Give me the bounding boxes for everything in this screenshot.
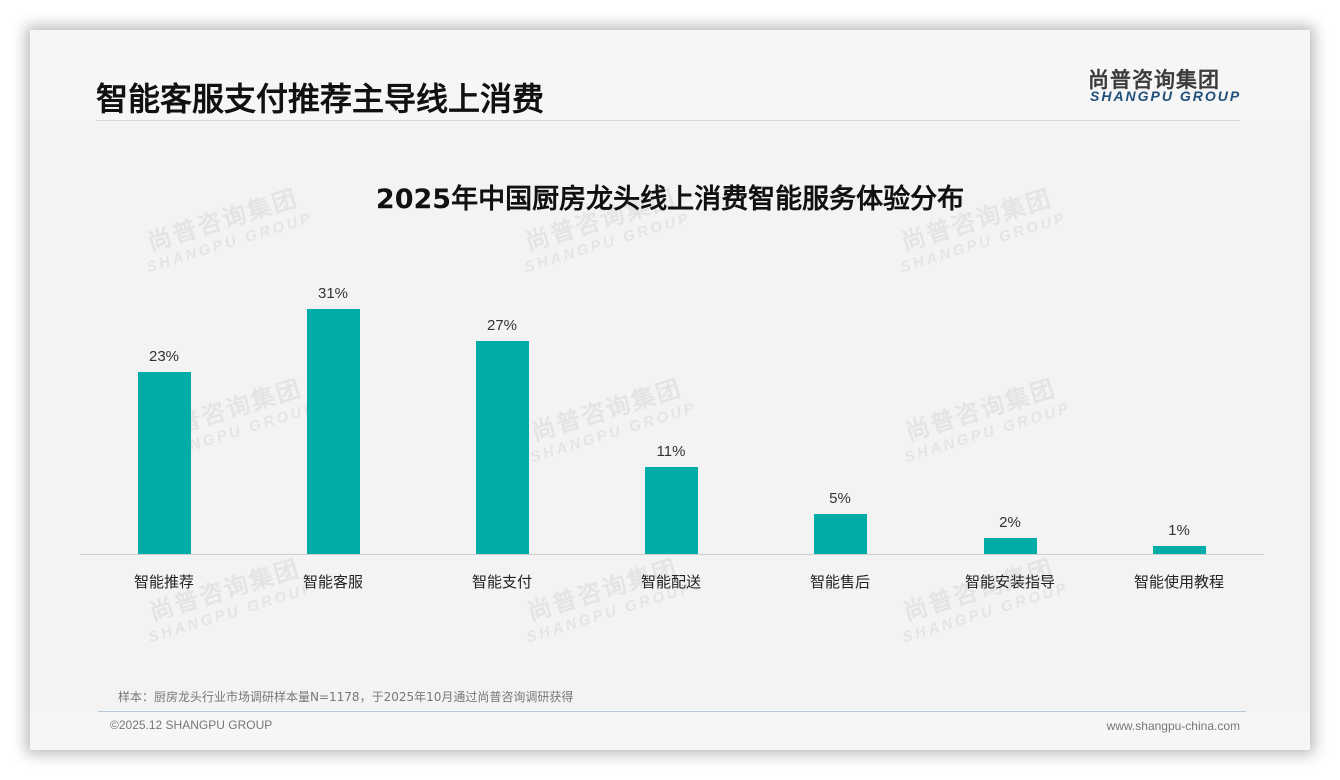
bar [814,514,867,554]
footer-divider [98,711,1246,712]
bar-value-label: 27% [486,317,518,334]
watermark-en: SHANGPU GROUP [902,399,1074,467]
watermark-cn: 尚普咨询集团 [528,374,686,447]
category-label: 智能使用教程 [1133,573,1224,591]
logo-english: SHANGPU GROUP [1090,88,1242,104]
watermark: 尚普咨询集团 SHANGPU GROUP [136,546,317,646]
watermark-en: SHANGPU GROUP [144,209,316,277]
title-divider [96,120,1240,121]
slide: 智能客服支付推荐主导线上消费 尚普咨询集团 SHANGPU GROUP 尚普咨询… [30,30,1310,750]
bar-value-label: 2% [999,514,1021,531]
bar [645,467,698,554]
bar [984,538,1037,554]
sample-note: 样本：厨房龙头行业市场调研样本量N=1178，于2025年10月通过尚普咨询调研… [118,690,574,704]
footer-band [30,712,1310,750]
category-label: 智能客服 [302,573,363,591]
logo-chinese: 尚普咨询集团 [1088,68,1220,92]
watermark: 尚普咨询集团 SHANGPU GROUP [890,546,1071,646]
watermark: 尚普咨询集团 SHANGPU GROUP [892,366,1073,466]
bar [138,372,191,554]
bar-value-label: 11% [656,443,686,460]
page-title: 智能客服支付推荐主导线上消费 [96,80,545,118]
category-label: 智能安装指导 [964,573,1055,591]
bar-value-label: 31% [317,285,349,302]
chart-title: 2025年中国厨房龙头线上消费智能服务体验分布 [375,184,965,215]
bar-value-label: 23% [148,348,180,365]
category-label: 智能售后 [809,573,870,591]
category-label: 智能配送 [640,573,701,591]
website-text: www.shangpu-china.com [1106,719,1240,733]
bar-value-label: 1% [1168,522,1190,539]
watermark-en: SHANGPU GROUP [522,209,694,277]
watermark: 尚普咨询集团 SHANGPU GROUP [514,546,695,646]
watermark-cn: 尚普咨询集团 [902,374,1060,447]
copyright-text: ©2025.12 SHANGPU GROUP [110,718,273,732]
header-band [30,30,1310,120]
watermark-en: SHANGPU GROUP [898,209,1070,277]
x-axis-line [80,554,1264,555]
category-label: 智能支付 [471,573,532,591]
bar [476,341,529,554]
bar [307,309,360,554]
category-label: 智能推荐 [133,573,194,591]
bar [1153,546,1206,554]
bar-value-label: 5% [829,490,851,507]
